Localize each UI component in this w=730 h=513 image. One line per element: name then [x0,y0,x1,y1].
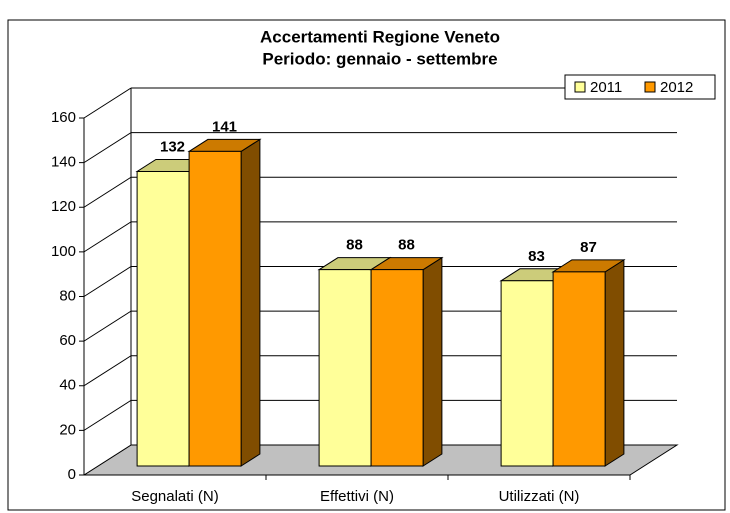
bar-front [370,269,424,467]
grid-line [83,87,132,119]
data-label: 87 [580,239,597,256]
grid-line [83,355,132,387]
grid-line [83,132,132,164]
legend-label: 2012 [660,79,693,96]
grid-line [83,176,132,208]
grid-line [83,399,132,431]
x-tick-label: Segnalati (N) [131,488,219,505]
bar [551,258,626,467]
y-tick-label: 0 [68,466,76,483]
grid-line [83,444,132,476]
bar [369,256,444,467]
legend-box [564,74,716,100]
bar-front [500,280,554,467]
x-tick-label: Effettivi (N) [320,488,394,505]
y-tick-label: 120 [51,198,76,215]
bar-side [240,138,261,467]
x-tick-label: Utilizzati (N) [499,488,580,505]
data-label: 132 [160,138,185,155]
data-label: 83 [528,248,545,265]
bar-side [422,256,443,467]
chart-subtitle: Periodo: gennaio - settembre [262,49,497,68]
y-tick-label: 60 [59,332,76,349]
legend-swatch [644,81,656,93]
chart-title: Accertamenti Regione Veneto [260,27,500,46]
grid-line [83,266,132,297]
y-tick-label: 140 [51,154,76,171]
y-tick-label: 20 [59,421,76,438]
bar-front [188,150,242,467]
grid-line [83,221,132,253]
bar-front [318,269,372,467]
data-label: 141 [212,118,237,135]
bar [187,138,262,467]
y-tick-label: 100 [51,243,76,260]
bar-front [136,170,190,467]
bar-front [552,271,606,467]
data-label: 88 [398,237,415,254]
y-tick-label: 40 [59,377,76,394]
legend-label: 2011 [590,79,622,96]
grid-line [83,310,132,342]
y-tick-label: 160 [51,109,76,126]
bar-side [604,258,625,467]
data-label: 88 [346,237,363,254]
y-tick-label: 80 [59,287,76,304]
legend-swatch [574,81,586,93]
